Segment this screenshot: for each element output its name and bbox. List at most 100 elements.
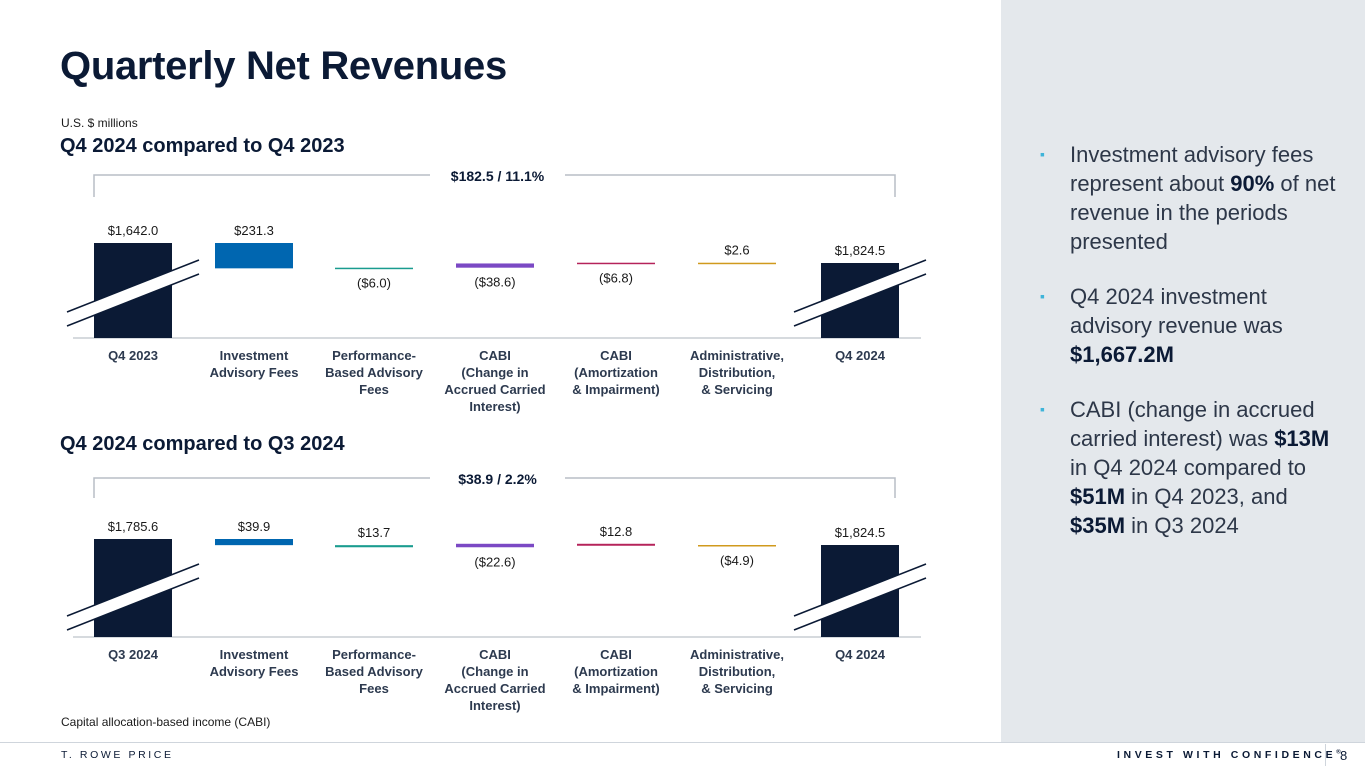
value-label-5: $2.6 <box>724 243 749 258</box>
chart2-title: Q4 2024 compared to Q3 2024 <box>60 433 345 455</box>
category-label-6: Q4 2024 <box>835 647 886 662</box>
category-line: (Amortization <box>574 365 658 380</box>
axis-break-icon <box>66 259 200 327</box>
value-label-1: $231.3 <box>234 223 274 238</box>
category-line: Distribution, <box>699 664 776 679</box>
bar-5 <box>698 545 776 547</box>
category-label-6: Q4 2024 <box>835 348 886 363</box>
footnote: Capital allocation-based income (CABI) <box>61 715 271 729</box>
break-gap <box>71 566 195 628</box>
key-point-text: Investment advisory fees represent about <box>1070 142 1314 196</box>
category-line: Investment <box>220 647 289 662</box>
key-point-highlight: 90% <box>1230 171 1275 196</box>
break-line <box>66 273 200 327</box>
category-line: Interest) <box>469 399 520 414</box>
chart1-waterfall: $182.5 / 11.1% $1,642.0 Q4 2023 $231.3 Inves… <box>66 168 927 414</box>
category-line: Administrative, <box>690 647 784 662</box>
key-point-text: CABI (change in accrued carried interest… <box>1070 397 1315 451</box>
sidebar-panel <box>1001 0 1365 742</box>
category-line: (Amortization <box>574 664 658 679</box>
break-line <box>66 563 200 617</box>
value-label-6: $1,824.5 <box>835 525 886 540</box>
footer-separator <box>1325 744 1326 766</box>
category-label-3: CABI (Change in Accrued Carried Interest) <box>444 348 545 414</box>
category-line: Accrued Carried <box>444 382 545 397</box>
category-line: Distribution, <box>699 365 776 380</box>
value-label-0: $1,785.6 <box>108 519 159 534</box>
category-line: Based Advisory <box>325 365 424 380</box>
value-label-2: ($6.0) <box>357 275 391 290</box>
key-point-text: of net revenue in the periods presented <box>1070 171 1336 254</box>
bar-2 <box>335 545 413 548</box>
category-line: CABI <box>600 647 632 662</box>
category-label-0: Q3 2024 <box>108 647 159 662</box>
footer-tagline-text: INVEST WITH CONFIDENCE <box>1117 749 1337 761</box>
registered-mark: ® <box>1336 749 1341 756</box>
category-line: Q4 2024 <box>835 348 886 363</box>
category-line: Accrued Carried <box>444 681 545 696</box>
category-label-1: Investment Advisory Fees <box>210 348 299 380</box>
key-point-highlight: $51M <box>1070 484 1126 509</box>
break-line <box>793 259 927 313</box>
axis-break-icon <box>66 563 200 631</box>
bullet-icon: ▪ <box>1040 401 1045 417</box>
chart1-title: Q4 2024 compared to Q4 2023 <box>60 135 345 157</box>
category-line: Administrative, <box>690 348 784 363</box>
break-gap <box>798 566 922 628</box>
break-line <box>66 577 200 631</box>
bullet-icon: ▪ <box>1040 146 1045 162</box>
bar-3 <box>456 543 534 548</box>
category-line: Advisory Fees <box>210 365 299 380</box>
key-point-1: ▪ Investment advisory fees represent abou… <box>1040 140 1340 256</box>
category-line: Fees <box>359 681 389 696</box>
category-line: Q3 2024 <box>108 647 159 662</box>
category-label-2: Performance- Based Advisory Fees <box>325 348 424 397</box>
category-label-3: CABI (Change in Accrued Carried Interest) <box>444 647 545 713</box>
units-label: U.S. $ millions <box>61 116 138 130</box>
category-line: (Change in <box>461 664 528 679</box>
category-label-4: CABI (Amortization & Impairment) <box>572 647 659 696</box>
value-label-0: $1,642.0 <box>108 223 159 238</box>
break-line <box>66 259 200 313</box>
value-label-5: ($4.9) <box>720 553 754 568</box>
value-label-3: ($22.6) <box>474 554 515 569</box>
category-line: Q4 2023 <box>108 348 158 363</box>
category-label-5: Administrative, Distribution, & Servicing <box>690 348 784 397</box>
footer-divider <box>0 742 1365 743</box>
bar-4 <box>577 543 655 546</box>
category-line: Advisory Fees <box>210 664 299 679</box>
break-line <box>793 563 927 617</box>
footer-brand: T. ROWE PRICE <box>61 749 174 761</box>
category-label-1: Investment Advisory Fees <box>210 647 299 679</box>
break-gap <box>798 262 922 324</box>
bar-1 <box>215 539 293 546</box>
key-point-2: ▪ Q4 2024 investment advisory revenue was… <box>1040 282 1340 369</box>
page-title: Quarterly Net Revenues <box>60 44 507 88</box>
bar-3 <box>456 263 534 268</box>
category-line: Based Advisory <box>325 664 424 679</box>
category-line: Q4 2024 <box>835 647 886 662</box>
category-line: Investment <box>220 348 289 363</box>
break-gap <box>71 262 195 324</box>
category-line: & Impairment) <box>572 382 659 397</box>
change-bracket <box>93 174 896 197</box>
category-line: Performance- <box>332 647 416 662</box>
value-label-6: $1,824.5 <box>835 243 886 258</box>
category-line: CABI <box>600 348 632 363</box>
bullet-icon: ▪ <box>1040 288 1045 304</box>
category-line: CABI <box>479 647 511 662</box>
footer-tagline: INVEST WITH CONFIDENCE® <box>1117 749 1341 761</box>
key-point-text: in Q4 2024 compared to <box>1070 455 1307 480</box>
category-label-5: Administrative, Distribution, & Servicing <box>690 647 784 696</box>
category-line: CABI <box>479 348 511 363</box>
value-label-4: ($6.8) <box>599 270 633 285</box>
bar-5 <box>698 262 776 265</box>
key-point-highlight: $1,667.2M <box>1070 342 1174 367</box>
key-point-highlight: $35M <box>1070 513 1126 538</box>
key-point-text: Q4 2024 investment advisory revenue was <box>1070 284 1283 338</box>
category-line: (Change in <box>461 365 528 380</box>
category-label-2: Performance- Based Advisory Fees <box>325 647 424 696</box>
key-points-list: ▪ Investment advisory fees represent abou… <box>1040 140 1340 566</box>
value-label-2: $13.7 <box>358 525 391 540</box>
bar-2 <box>335 267 413 270</box>
